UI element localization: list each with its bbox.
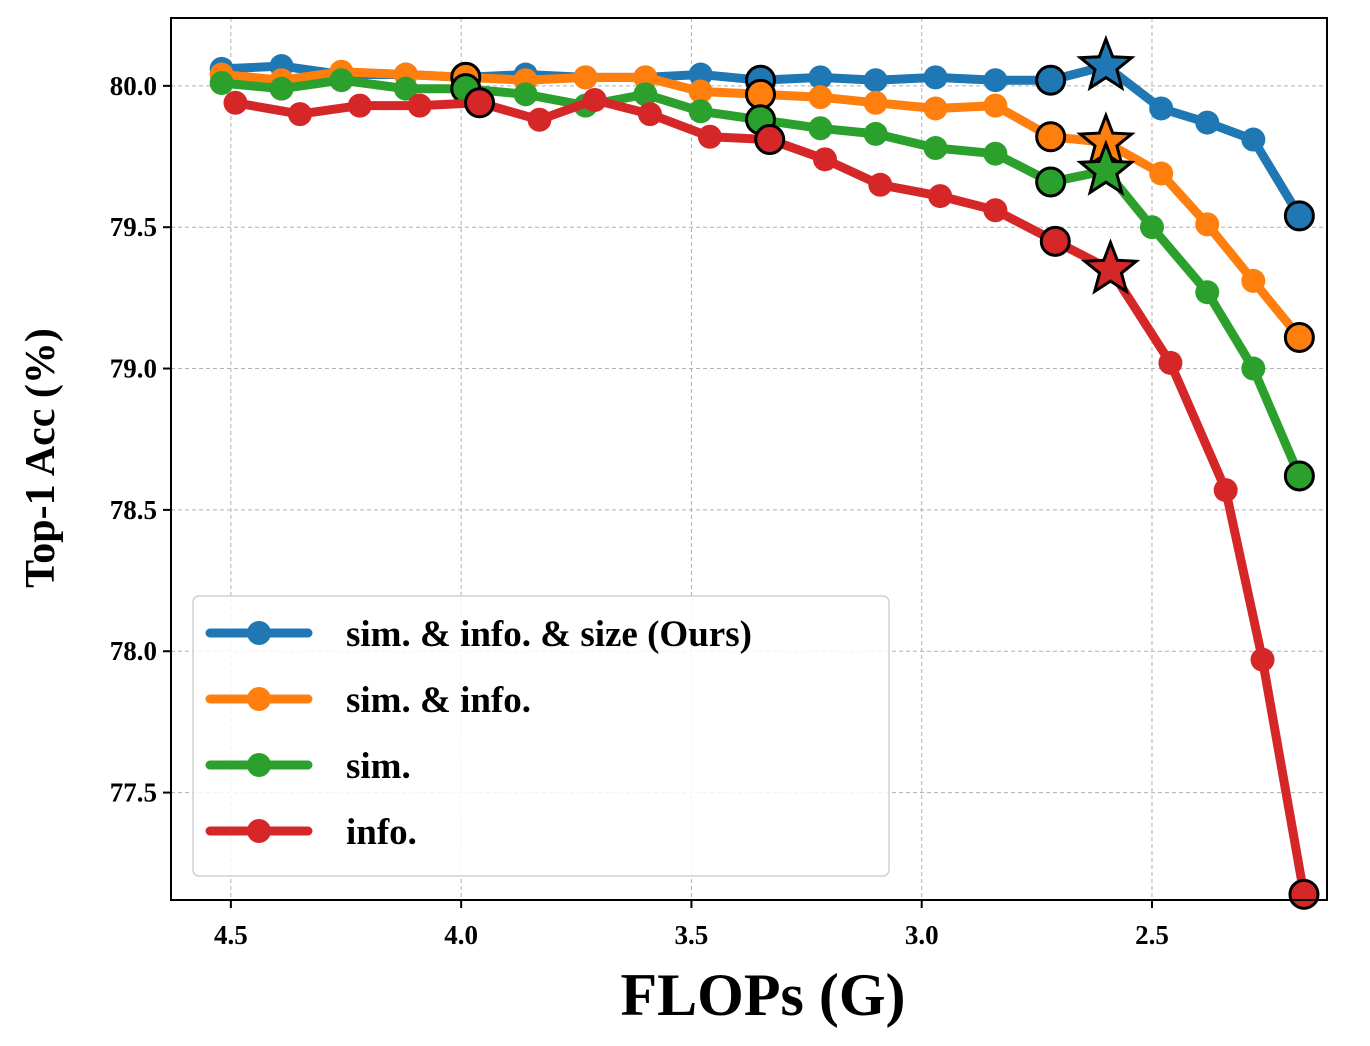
data-point — [1158, 350, 1183, 375]
data-point — [808, 116, 833, 141]
data-point — [923, 96, 948, 121]
data-point — [1250, 647, 1275, 672]
legend-box — [192, 595, 890, 877]
legend-label: sim. & info. — [346, 680, 531, 721]
data-point — [1035, 166, 1067, 198]
x-tick-label: 4.0 — [444, 920, 478, 950]
y-axis-title: Top-1 Acc (%) — [18, 328, 64, 588]
series-4 — [223, 87, 1320, 910]
y-tick-label: 78.0 — [110, 636, 157, 666]
axis-ticks: 4.5 4.0 3.5 3.0 2.5 77.5 78.0 78.5 79.0 79.5 80.0 — [110, 71, 1169, 950]
data-point — [633, 65, 658, 90]
star-marker — [1076, 34, 1136, 92]
data-point — [1195, 280, 1220, 305]
data-point — [1283, 200, 1315, 232]
data-point — [637, 102, 662, 127]
data-point — [754, 124, 786, 156]
x-axis-title: FLOPs (G) — [621, 962, 906, 1028]
data-point — [923, 65, 948, 90]
data-point — [269, 76, 294, 101]
legend-item: info. — [205, 812, 417, 853]
data-point — [697, 124, 722, 149]
data-point — [868, 172, 893, 197]
data-point — [1039, 225, 1071, 257]
legend-item: sim. — [205, 746, 411, 787]
data-point — [1213, 478, 1238, 503]
star-marker — [1080, 238, 1141, 295]
data-point — [1195, 212, 1220, 237]
data-point — [1241, 268, 1266, 293]
data-point — [928, 184, 953, 209]
data-point — [573, 65, 598, 90]
data-point — [1283, 460, 1315, 492]
data-point — [808, 85, 833, 110]
data-point — [863, 121, 888, 146]
legend-item: sim. & info. & size (Ours) — [205, 614, 752, 655]
x-tick-label: 4.5 — [214, 920, 248, 950]
series-layer — [209, 34, 1320, 910]
data-point — [1035, 64, 1067, 96]
data-point — [1035, 121, 1067, 153]
data-point — [983, 198, 1008, 223]
star-marker — [1076, 139, 1136, 196]
data-point — [1139, 215, 1164, 240]
legend-swatch-marker — [247, 687, 271, 711]
data-point — [983, 93, 1008, 118]
y-tick-label: 80.0 — [110, 71, 157, 101]
y-tick-label: 78.5 — [110, 495, 157, 525]
legend-label: sim. — [346, 746, 411, 787]
data-point — [209, 71, 234, 96]
data-point — [287, 102, 312, 127]
data-point — [513, 82, 538, 107]
y-tick-label: 79.5 — [110, 212, 157, 242]
x-tick-label: 3.0 — [905, 920, 939, 950]
data-point — [407, 93, 432, 118]
data-point — [863, 68, 888, 93]
data-point — [688, 99, 713, 124]
legend-item: sim. & info. — [205, 680, 531, 721]
data-point — [1195, 110, 1220, 135]
data-point — [808, 65, 833, 90]
data-point — [582, 87, 607, 112]
legend-swatch-marker — [247, 819, 271, 843]
data-point — [1149, 161, 1174, 186]
data-point — [983, 68, 1008, 93]
data-point — [863, 90, 888, 115]
data-point — [688, 62, 713, 87]
data-point — [1149, 96, 1174, 121]
data-point — [633, 82, 658, 107]
y-tick-label: 79.0 — [110, 354, 157, 384]
data-point — [527, 107, 552, 132]
data-point — [688, 79, 713, 104]
y-tick-label: 77.5 — [110, 778, 157, 808]
legend-swatch-marker — [247, 621, 271, 645]
data-point — [223, 90, 248, 115]
data-point — [812, 147, 837, 172]
legend-label: sim. & info. & size (Ours) — [346, 614, 752, 655]
plot-frame — [170, 17, 1328, 901]
data-point — [393, 76, 418, 101]
series-3 — [209, 68, 1315, 492]
data-point — [1288, 878, 1320, 910]
data-point — [464, 87, 496, 119]
data-point — [745, 78, 777, 110]
legend: sim. & info. & size (Ours) sim. & info. si… — [192, 595, 890, 877]
data-point — [1283, 321, 1315, 353]
data-point — [983, 141, 1008, 166]
legend-label: info. — [346, 812, 417, 853]
x-tick-label: 3.5 — [675, 920, 709, 950]
legend-swatch-marker — [247, 753, 271, 777]
data-point — [923, 136, 948, 161]
x-tick-label: 2.5 — [1135, 920, 1169, 950]
data-point — [1241, 127, 1266, 152]
data-point — [1241, 356, 1266, 381]
data-point — [329, 68, 354, 93]
data-point — [347, 93, 372, 118]
